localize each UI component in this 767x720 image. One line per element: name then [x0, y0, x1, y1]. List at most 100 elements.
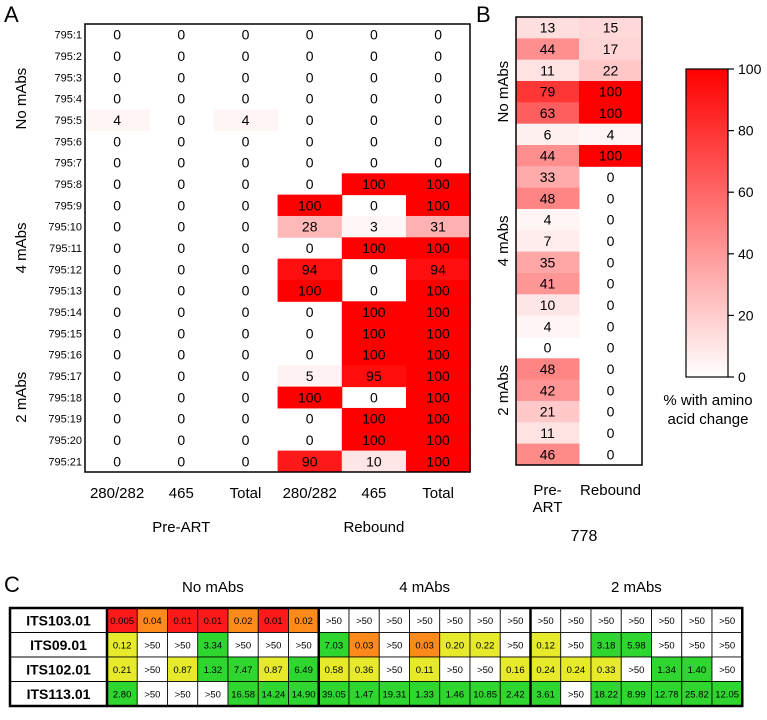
panel-label-a: A: [4, 2, 19, 27]
panel-a-col-label: 465: [361, 485, 386, 502]
panel-a-cell-value: 0: [242, 261, 250, 277]
panel-c-cell-value: >50: [205, 689, 221, 700]
panel-c-cell-value: 2.42: [506, 689, 525, 700]
panel-a-cell: [341, 450, 407, 473]
panel-a-row-label: 795:7: [54, 158, 82, 170]
panel-c-cell-value: 0.12: [113, 640, 132, 651]
panel-c-row-label: ITS102.01: [26, 661, 91, 677]
panel-a-cell-value: 0: [434, 112, 442, 128]
panel-c-cell-value: >50: [144, 665, 160, 676]
panel-b-cell-value: 0: [607, 297, 615, 313]
panel-a-cell-value: 0: [177, 261, 185, 277]
panel-b-cell: [516, 59, 580, 82]
panel-a-cell: [406, 429, 471, 452]
colorbar-label-line-1: % with amino: [663, 392, 752, 409]
panel-c-cell: [378, 656, 410, 682]
panel-c-cell: [590, 632, 622, 658]
panel-c-group-label: 4 mAbs: [399, 579, 450, 596]
colorbar-tick-label: 100: [738, 61, 762, 77]
panel-c-row-label: ITS113.01: [27, 686, 91, 702]
panel-a-col-label: 280/282: [283, 485, 337, 502]
panel-c-cell: [318, 656, 350, 682]
panel-c-cell-value: >50: [477, 665, 493, 676]
panel-a-cell-value: 0: [370, 197, 378, 213]
panel-a-cell-value: 0: [242, 48, 250, 64]
panel-b-cell-value: 33: [540, 169, 556, 185]
panel-b-cell-value: 17: [603, 41, 619, 57]
panel-a-cell-value: 0: [177, 453, 185, 469]
panel-c-cell: [106, 681, 138, 707]
panel-b-cell-value: 4: [607, 126, 615, 142]
panel-c-cell-value: >50: [265, 640, 281, 651]
panel-a-cell-value: 0: [434, 69, 442, 85]
colorbar-tick-label: 0: [738, 369, 746, 385]
panel-c-row-label: ITS09.01: [30, 637, 87, 653]
panel-b-cell: [579, 59, 643, 82]
panel-c-cell-value: 0.01: [173, 616, 192, 627]
panel-a-cell-value: 0: [306, 155, 314, 171]
panel-c-cell-value: 7.47: [234, 665, 253, 676]
panel-c-cell-value: >50: [538, 616, 554, 627]
panel-a-cell: [406, 215, 471, 238]
panel-b-cell-value: 41: [540, 276, 556, 292]
panel-a-cell-value: 94: [430, 261, 446, 277]
panel-c-cell-value: 39.05: [322, 689, 346, 700]
panel-a-cell: [341, 429, 407, 452]
panel-c-cell-value: >50: [175, 640, 191, 651]
panel-a-cell-value: 0: [370, 91, 378, 107]
panel-a-cell-value: 100: [362, 325, 386, 341]
panel-c-cell-value: >50: [568, 616, 584, 627]
panel-c-cell: [197, 607, 229, 633]
panel-c-outer-border: [8, 606, 744, 708]
panel-b-cell-value: 35: [540, 254, 556, 270]
panel-a-cell-value: 0: [434, 27, 442, 43]
panel-c-cell: [106, 656, 138, 682]
panel-b-cell-value: 11: [540, 425, 555, 441]
panel-c-cell: [136, 632, 168, 658]
panel-c-cell-value: >50: [628, 616, 644, 627]
panel-a-cell-value: 0: [242, 389, 250, 405]
panel-a-cell-value: 0: [113, 176, 121, 192]
panel-b-cell-value: 0: [607, 361, 615, 377]
panel-b-cell: [516, 17, 580, 39]
panel-c-cell-value: 0.87: [173, 665, 192, 676]
panel-c-cell: [560, 632, 592, 658]
panel-a-cell: [406, 450, 471, 473]
panel-a-col-label: 280/282: [90, 485, 144, 502]
panel-a-col-group-label: Rebound: [343, 519, 404, 536]
panel-c-cell-value: >50: [719, 616, 735, 627]
panel-a-cell: [341, 301, 407, 324]
panel-c-cell-value: >50: [659, 640, 675, 651]
panel-a-group-label: No mAbs: [13, 68, 30, 130]
panel-c-cell: [348, 681, 380, 707]
panel-c-cell-value: 0.22: [476, 640, 495, 651]
panel-c-cell-value: 0.33: [597, 665, 616, 676]
panel-a-cell: [406, 237, 471, 260]
panel-a-row-label: 795:5: [54, 115, 82, 127]
panel-b-cell: [516, 166, 580, 189]
colorbar: 0 20 40 60 80 100 % with amino acid change: [663, 61, 761, 428]
panel-c-cell: [409, 607, 441, 633]
panel-a-cell-value: 0: [113, 283, 121, 299]
panel-a-cell-value: 0: [242, 432, 250, 448]
panel-c-cell: [651, 632, 683, 658]
panel-a-cell: [406, 173, 471, 196]
panel-a-cell-value: 0: [306, 240, 314, 256]
panel-c-cell-value: 0.87: [264, 665, 283, 676]
panel-b-cell: [579, 102, 643, 125]
panel-b-cell-value: 0: [607, 318, 615, 334]
panel-a-cell-value: 0: [177, 304, 185, 320]
panel-a-cell-value: 0: [370, 69, 378, 85]
panel-c-cell-value: 0.04: [143, 616, 162, 627]
panel-c-cell-value: >50: [447, 665, 463, 676]
panel-a-cell-value: 0: [113, 432, 121, 448]
panel-a-cell-value: 0: [434, 91, 442, 107]
panel-a-cell-value: 100: [298, 197, 322, 213]
panel-a-cell-value: 0: [177, 283, 185, 299]
panel-a-cell: [341, 343, 407, 366]
panel-a-cell-value: 95: [366, 368, 382, 384]
panel-a-col-label: Total: [422, 485, 454, 502]
panel-a-cell-value: 0: [177, 325, 185, 341]
panel-a-cell-value: 0: [242, 347, 250, 363]
